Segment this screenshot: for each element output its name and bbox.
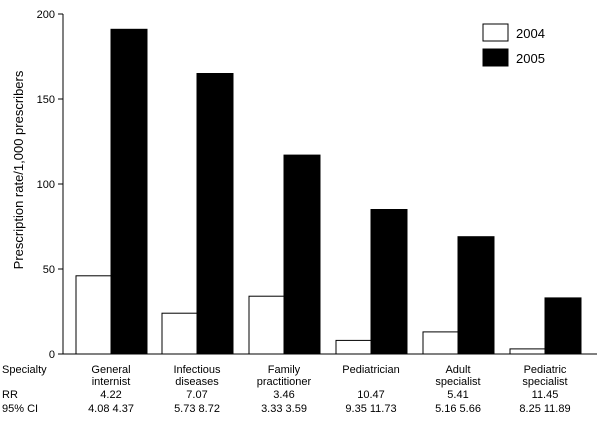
ci-value: 5.16 5.66: [435, 403, 481, 415]
y-tick-label: 150: [37, 94, 55, 106]
category-label: Infectious: [173, 364, 221, 376]
legend-label-2005: 2005: [516, 51, 545, 66]
category-label: Adult: [445, 364, 470, 376]
rr-value: 10.47: [357, 389, 385, 401]
legend-label-2004: 2004: [516, 26, 545, 41]
y-tick-label: 200: [37, 9, 55, 21]
rr-value: 11.45: [532, 389, 559, 401]
category-label: specialist: [435, 376, 480, 388]
category-label: Pediatrician: [342, 364, 399, 376]
category-label: Pediatric: [524, 364, 567, 376]
rr-value: 3.46: [273, 389, 294, 401]
bar-2004: [509, 348, 546, 355]
rr-value: 4.22: [100, 389, 121, 401]
legend-swatch-2005: [482, 48, 509, 67]
bar-2005: [196, 73, 234, 355]
rr-value: 5.41: [447, 389, 468, 401]
row-label-specialty: Specialty: [2, 364, 47, 376]
y-axis-label: Prescription rate/1,000 prescribers: [11, 70, 26, 269]
bar-2005: [544, 297, 582, 355]
category-label: General: [91, 364, 130, 376]
category-label: internist: [92, 376, 131, 388]
bar-2005: [110, 28, 148, 355]
ci-value: 5.73 8.72: [174, 403, 220, 415]
legend: 2004 2005: [482, 23, 545, 67]
bar-2004: [161, 312, 198, 355]
bar-2004: [75, 275, 112, 355]
row-label-ci: 95% CI: [2, 403, 38, 415]
row-label-rr: RR: [2, 389, 18, 401]
y-tick-label: 0: [49, 349, 55, 361]
category-label: practitioner: [257, 376, 312, 388]
ci-value: 4.08 4.37: [88, 403, 134, 415]
bar-2005: [370, 209, 408, 355]
y-tick-label: 50: [43, 264, 55, 276]
bar-2004: [248, 295, 285, 355]
legend-swatch-2004: [482, 23, 509, 42]
category-label: Family: [268, 364, 301, 376]
bar-2004: [422, 331, 459, 355]
bar-2005: [457, 236, 495, 355]
y-tick-label: 100: [37, 179, 55, 191]
bars: [75, 28, 582, 355]
ci-value: 8.25 11.89: [519, 403, 570, 415]
y-ticks: 0 50 100 150 200: [37, 9, 63, 361]
bar-2005: [283, 154, 321, 355]
rr-value: 7.07: [186, 389, 207, 401]
category-label: diseases: [175, 376, 219, 388]
ci-value: 3.33 3.59: [261, 403, 307, 415]
bar-2004: [335, 339, 372, 355]
category-label: specialist: [522, 376, 567, 388]
ci-value: 9.35 11.73: [345, 403, 396, 415]
stats-table: Specialty RR 95% CI 4.22 7.07 3.46 10.47 5.41 11…: [2, 364, 571, 415]
